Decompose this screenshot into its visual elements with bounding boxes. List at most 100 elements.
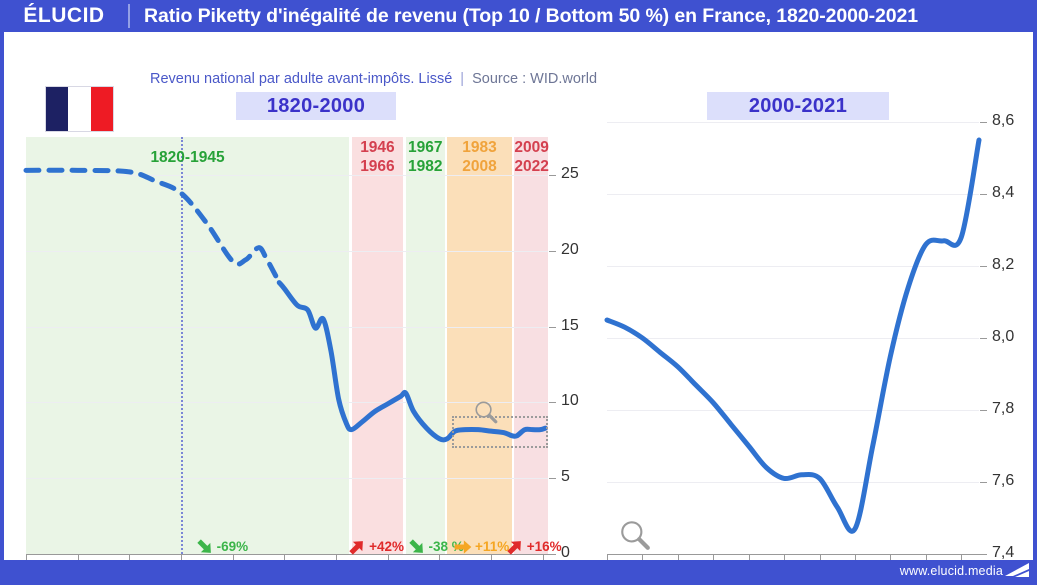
change-annotation-c5: +16%: [505, 537, 562, 557]
left-chart: 0510152025182018801900192019401960198020…: [7, 137, 579, 584]
y-tick-label-2: 7,8: [992, 400, 1015, 417]
period-label-line: 2009: [514, 139, 549, 156]
flag-blue-stripe: [46, 87, 69, 131]
change-annotation-c3: -38 %: [407, 537, 464, 557]
x-tick-3: [181, 555, 183, 562]
gridline-y-6: [607, 122, 979, 123]
gridline-y-1: [26, 478, 548, 480]
france-flag-icon: [45, 86, 114, 132]
marker-vertical-line: [181, 137, 184, 554]
magnifier-icon[interactable]: [618, 518, 652, 552]
chart-band-green-2: [405, 137, 445, 554]
series-line: [23, 167, 548, 443]
subtitle-separator: |: [460, 71, 465, 87]
period-label-line: 1946: [360, 139, 395, 156]
y-tick-label-3: 15: [561, 316, 579, 334]
zoom-selection-box[interactable]: [452, 416, 548, 448]
x-tick-9: [925, 555, 927, 562]
footer-bar: www.elucid.media: [0, 560, 1037, 581]
y-tick-2: [980, 410, 987, 411]
gridline-y-3: [607, 338, 979, 339]
period-label-p5: 2009 2022: [514, 138, 548, 176]
x-tick-6: [819, 555, 821, 562]
gridline-y-5: [607, 194, 979, 195]
y-tick-6: [980, 122, 987, 123]
app-header: ÉLUCID Ratio Piketty d'inégalité de reve…: [0, 0, 1037, 32]
period-label-group: 1820-1945 1946 1966 1967 1982 1983 2008 2009 202…: [26, 136, 548, 188]
x-tick-1: [77, 555, 79, 562]
change-annotation-label: +11%: [475, 539, 510, 555]
y-tick-label-1: 5: [561, 468, 570, 486]
x-axis-line: [607, 554, 981, 555]
change-annotation-label: +16%: [526, 539, 562, 555]
gridline-y-1: [607, 482, 979, 483]
x-tick-1: [642, 555, 644, 562]
change-annotation-label: -69%: [216, 539, 249, 555]
x-tick-6: [336, 555, 338, 562]
arrow-down-icon: [408, 538, 423, 553]
arrow-up-icon: [349, 540, 363, 555]
y-tick-5: [549, 174, 556, 176]
x-tick-9: [491, 555, 493, 562]
period-label-line: 2008: [462, 158, 497, 175]
x-tick-10: [961, 555, 963, 562]
page-title: Ratio Piketty d'inégalité de revenu (Top…: [144, 4, 918, 27]
y-tick-5: [980, 194, 987, 195]
y-tick-label-2: 10: [561, 392, 579, 410]
period-label-line: 1820-1945: [150, 149, 225, 166]
change-annotation-label: +42%: [369, 539, 404, 555]
y-tick-label-5: 25: [561, 164, 579, 182]
y-tick-1: [549, 478, 556, 480]
x-tick-8: [439, 555, 441, 562]
arrow-right-icon: [454, 539, 472, 554]
y-tick-label-4: 20: [561, 240, 579, 258]
period-label-line: 1982: [407, 158, 443, 175]
x-tick-0: [26, 555, 27, 562]
change-annotation-c2: +42%: [347, 537, 404, 557]
badge-period-left: 1820-2000: [236, 92, 396, 120]
period-label-line: 2022: [514, 158, 549, 175]
elucid-mark-icon: [1005, 563, 1029, 577]
y-tick-label-0: 7,4: [992, 544, 1015, 561]
series-solid-segment: [604, 137, 982, 534]
y-tick-label-3: 8,0: [992, 328, 1015, 345]
period-label-p3: 1967 1982: [406, 138, 445, 176]
arrow-up-icon: [507, 540, 521, 555]
chart-band-orange-3: [447, 137, 512, 554]
subtitle-source: Source : WID.world: [472, 71, 598, 87]
flag-red-stripe: [90, 87, 113, 131]
chart-card: Revenu national par adulte avant-impôts.…: [4, 32, 1033, 584]
x-tick-4: [748, 555, 750, 562]
chart-band-redlight-4: [514, 137, 548, 554]
gridline-y-2: [26, 402, 548, 404]
x-axis-line: [26, 554, 550, 555]
x-tick-0: [607, 555, 608, 562]
y-tick-label-4: 8,2: [992, 256, 1015, 273]
x-tick-2: [129, 555, 131, 562]
y-tick-2: [549, 402, 556, 404]
gridline-y-5: [26, 174, 548, 176]
period-label-line: 1967: [407, 139, 443, 156]
y-tick-1: [980, 482, 987, 483]
gridline-y-4: [607, 266, 979, 267]
chart-band-green-0: [26, 137, 350, 554]
gridline-y-3: [26, 326, 548, 328]
chart-subtitle: Revenu national par adulte avant-impôts.…: [150, 71, 597, 87]
x-tick-5: [284, 555, 286, 562]
arrow-down-icon: [196, 538, 211, 553]
y-tick-3: [980, 338, 987, 339]
right-border: [1033, 32, 1037, 560]
x-tick-5: [784, 555, 786, 562]
x-tick-2: [677, 555, 679, 562]
magnifier-icon[interactable]: [473, 399, 499, 425]
y-tick-0: [549, 554, 556, 555]
header-divider: [128, 4, 130, 28]
period-label-line: 1966: [360, 158, 395, 175]
badge-period-right: 2000-2021: [707, 92, 889, 120]
y-tick-label-1: 7,6: [992, 472, 1015, 489]
y-tick-label-0: 0: [561, 544, 570, 561]
series-solid-segment: [276, 280, 548, 443]
y-tick-4: [980, 266, 987, 267]
series-dashed-segment: [23, 167, 282, 286]
